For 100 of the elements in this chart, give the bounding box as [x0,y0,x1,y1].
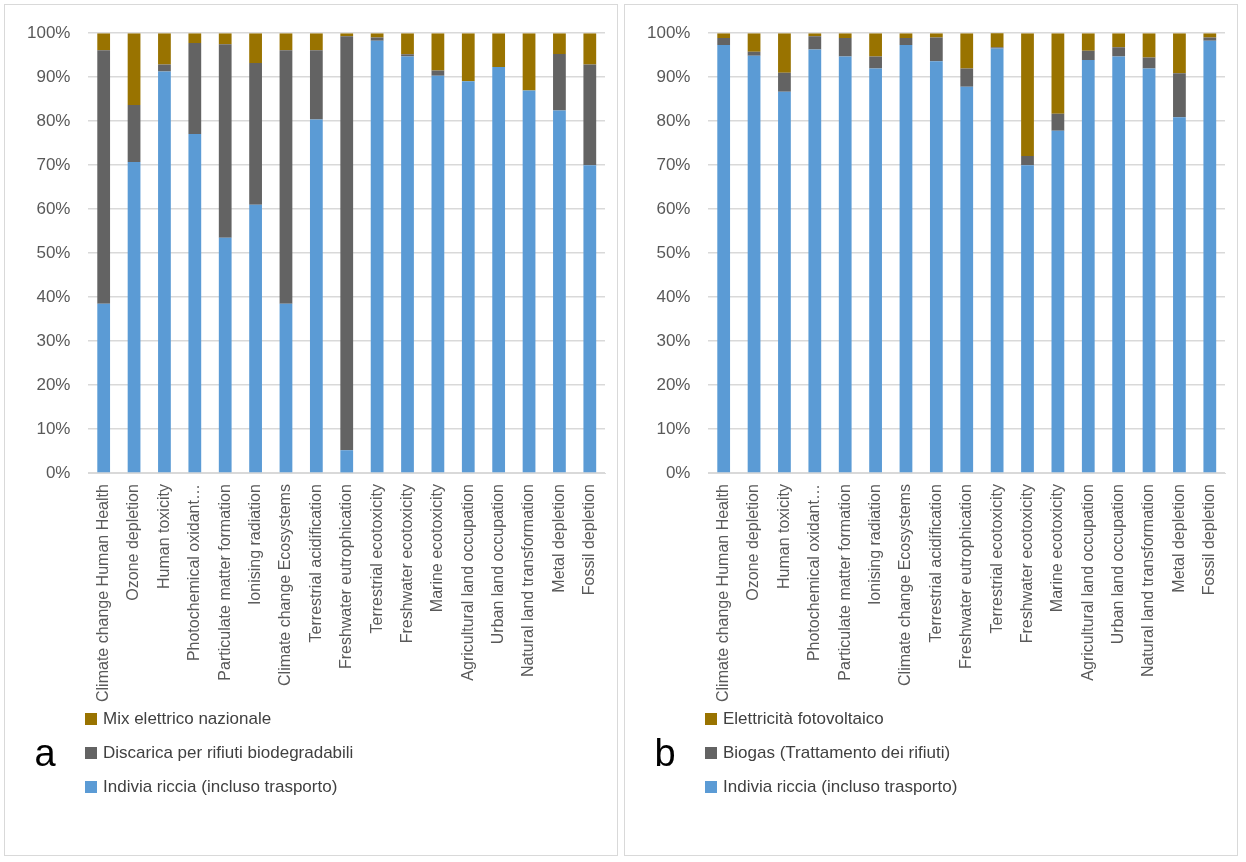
bar [188,33,202,43]
bar [1142,57,1156,69]
bar [340,450,354,473]
legend-label: Biogas (Trattamento dei rifiuti) [723,743,951,763]
x-tick-label: Photochemical oxidant… [805,484,823,662]
bar [929,37,943,62]
legend-label: Indivia riccia (incluso trasporto) [103,777,338,797]
y-tick-label: 100% [647,22,691,42]
x-tick-label: Particulate matter formation [215,484,233,681]
y-tick-label: 50% [36,242,71,262]
x-tick-label: Marine ecotoxicity [428,484,446,613]
y-tick-label: 60% [656,198,691,218]
bar [218,33,232,45]
text: a [33,731,57,775]
bar [583,33,597,65]
bar [1112,56,1126,473]
y-tick-label: 40% [656,286,691,306]
x-tick-label: Climate change Ecosystems [276,484,294,686]
x-tick-label: Ionising radiation [246,484,263,606]
x-tick-label: Freshwater eutrophication [337,484,355,670]
x-tick-label: Climate change Human Health [94,484,112,702]
bar [553,53,566,111]
x-tick-label: Natural land transformation [1139,484,1157,678]
x-tick-label: Human toxicity [774,484,792,590]
x-tick-label: Terrestrial acidification [926,484,944,643]
bar [1081,33,1095,51]
x-tick-label: Terrestrial ecotoxicity [987,484,1005,634]
bar [990,33,1004,48]
x-tick-label: Freshwater eutrophication [957,484,975,670]
bar [522,33,536,91]
bar [97,33,111,51]
bar [1203,40,1217,473]
bar [461,33,475,82]
bar [960,33,974,69]
bar [583,165,597,473]
bar [1173,117,1186,473]
bar [929,61,943,473]
bar [960,68,974,87]
legend-label: Elettricità fotovoltaico [723,709,884,729]
y-tick-label: 90% [656,66,691,86]
bar [583,64,597,166]
y-tick-label: 100% [27,22,71,42]
bar [97,50,111,304]
x-tick-label: Urban land occupation [1109,484,1127,645]
bar [127,162,141,473]
y-tick-label: 20% [656,374,691,394]
x-tick-label: Climate change Human Health [714,484,732,702]
y-tick-label: 20% [36,374,71,394]
x-tick-label: Urban land occupation [489,484,507,645]
bar [158,33,171,65]
bar [249,33,262,64]
bar [370,37,384,41]
x-tick-label: Metal depletion [549,484,567,593]
x-tick-label: Metal depletion [1169,484,1187,593]
bar [522,90,536,473]
bar [1051,33,1065,114]
bar [990,48,1004,473]
x-tick-label: Terrestrial acidification [306,484,324,643]
x-tick-label: Fossil depletion [580,484,598,596]
bar [553,33,566,54]
y-tick-label: 10% [36,418,71,438]
x-tick-label: Particulate matter formation [835,484,853,681]
bar [279,303,293,473]
bar [249,63,262,205]
y-tick-label: 60% [36,198,71,218]
x-tick-label: Climate change Ecosystems [896,484,914,686]
bar [127,104,141,163]
y-tick-label: 40% [36,286,71,306]
bar [717,38,731,46]
x-tick-label: Marine ecotoxicity [1048,484,1066,613]
legend-label: Indivia riccia (incluso trasporto) [723,777,958,797]
bar [1021,165,1034,473]
bar [838,38,852,57]
bar [778,72,791,92]
text: b [653,731,677,775]
bar [249,204,262,473]
x-tick-label: Freshwater ecotoxicity [397,484,415,644]
bar [97,303,111,473]
x-tick-label: Human toxicity [154,484,172,590]
bar [1021,155,1034,166]
bar [461,81,475,473]
bar [1112,33,1126,48]
bar [747,33,761,52]
bar [340,36,354,451]
bar [401,33,414,55]
bar [1051,113,1065,131]
x-tick-label: Ozone depletion [124,484,142,601]
bar [1021,33,1034,156]
bar [899,38,913,46]
bar [838,56,852,473]
bar [158,64,171,72]
bar [1051,130,1065,473]
bar [747,51,761,56]
bar [929,33,943,38]
bar [370,40,384,473]
bar [279,50,293,304]
bar [401,54,414,57]
bar [899,45,913,473]
bar [431,75,445,473]
x-tick-label: Terrestrial ecotoxicity [367,484,385,634]
